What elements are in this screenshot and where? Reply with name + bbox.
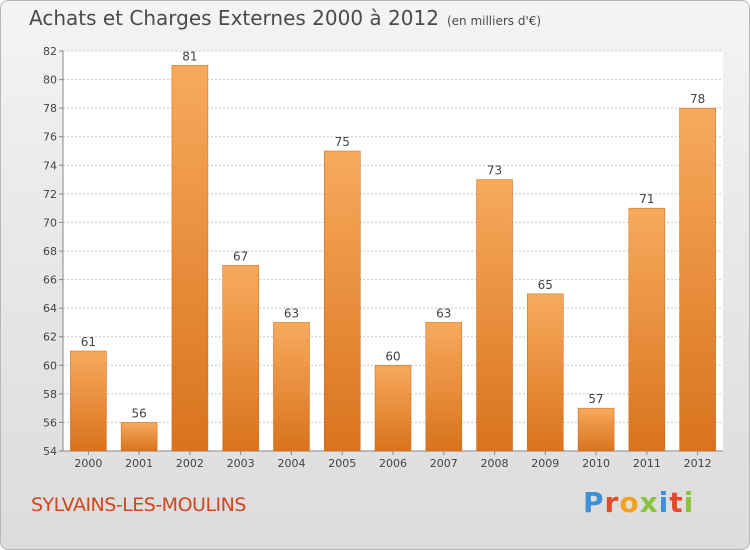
bar-value-label: 60 [385, 349, 400, 363]
bar [679, 107, 716, 452]
x-tick-label: 2012 [684, 457, 712, 470]
bar [476, 179, 513, 452]
bar [374, 365, 412, 452]
y-tick-label: 54 [43, 445, 57, 458]
y-tick-label: 68 [43, 245, 57, 258]
bar-value-label: 65 [538, 278, 553, 292]
y-tick-label: 76 [43, 131, 57, 144]
x-tick-label: 2007 [430, 457, 458, 470]
logo-letter: P [583, 486, 605, 519]
bar [273, 322, 310, 452]
bar-value-label: 78 [690, 92, 705, 106]
y-tick-label: 82 [43, 45, 57, 58]
x-tick-label: 2000 [74, 457, 102, 470]
logo-letter: i [683, 486, 695, 519]
bar [527, 293, 564, 452]
logo-letter: r [604, 486, 620, 519]
x-tick-label: 2003 [227, 457, 255, 470]
bar [120, 422, 158, 452]
logo-letter: i [658, 486, 670, 519]
x-tick-label: 2009 [531, 457, 559, 470]
bar-value-label: 61 [81, 335, 96, 349]
commune-name: SYLVAINS-LES-MOULINS [31, 494, 246, 516]
x-tick-label: 2001 [125, 457, 153, 470]
y-tick-label: 70 [43, 216, 57, 229]
x-tick-label: 2005 [328, 457, 356, 470]
logo-letter: x [639, 486, 659, 519]
bar-value-label: 63 [284, 306, 299, 320]
y-tick-label: 58 [43, 388, 57, 401]
bar [70, 350, 107, 452]
bar-value-label: 63 [436, 306, 451, 320]
bar-value-label: 71 [639, 192, 654, 206]
y-tick-label: 56 [43, 416, 57, 429]
x-tick-label: 2008 [481, 457, 509, 470]
y-tick-label: 66 [43, 274, 57, 287]
logo-letter: o [619, 486, 640, 519]
bar [323, 150, 361, 452]
bar-value-label: 75 [335, 135, 350, 149]
y-tick-label: 74 [43, 159, 57, 172]
bar-value-label: 81 [182, 49, 197, 63]
y-tick-label: 62 [43, 331, 57, 344]
x-tick-label: 2004 [277, 457, 305, 470]
chart-unit: (en milliers d'€) [446, 14, 542, 28]
chart-title: Achats et Charges Externes 2000 à 2012 (e… [29, 6, 541, 30]
bar [171, 65, 209, 452]
logo-letter: t [669, 486, 684, 519]
bar-value-label: 57 [588, 392, 603, 406]
bar [222, 265, 259, 452]
bar-value-label: 67 [233, 249, 248, 263]
y-tick-label: 72 [43, 188, 57, 201]
bar [425, 322, 463, 452]
y-tick-label: 80 [43, 74, 57, 87]
y-tick-label: 64 [43, 302, 57, 315]
x-tick-label: 2002 [176, 457, 204, 470]
y-tick-label: 78 [43, 102, 57, 115]
bar-value-label: 56 [132, 406, 147, 420]
chart-title-text: Achats et Charges Externes 2000 à 2012 [29, 6, 439, 30]
bar [628, 207, 666, 452]
bar-value-label: 73 [487, 164, 502, 178]
x-tick-label: 2010 [582, 457, 610, 470]
proxiti-logo[interactable]: Proxiti [583, 486, 694, 519]
x-tick-label: 2006 [379, 457, 407, 470]
x-tick-label: 2011 [633, 457, 661, 470]
bar [577, 407, 615, 452]
y-tick-label: 60 [43, 359, 57, 372]
